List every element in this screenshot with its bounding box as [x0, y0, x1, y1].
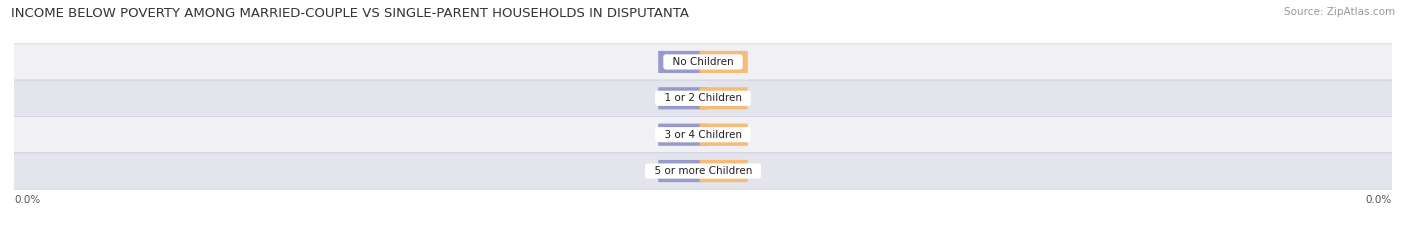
- FancyBboxPatch shape: [700, 51, 748, 73]
- Text: No Children: No Children: [666, 57, 740, 67]
- FancyBboxPatch shape: [700, 160, 748, 182]
- Text: 3 or 4 Children: 3 or 4 Children: [658, 130, 748, 140]
- Text: 0.0%: 0.0%: [14, 195, 41, 206]
- Text: 0.0%: 0.0%: [711, 167, 735, 175]
- Text: 0.0%: 0.0%: [671, 58, 695, 66]
- Text: 0.0%: 0.0%: [671, 94, 695, 103]
- Text: 0.0%: 0.0%: [711, 130, 735, 139]
- FancyBboxPatch shape: [7, 153, 1399, 189]
- FancyBboxPatch shape: [658, 87, 706, 110]
- FancyBboxPatch shape: [658, 123, 706, 146]
- Text: 1 or 2 Children: 1 or 2 Children: [658, 93, 748, 103]
- FancyBboxPatch shape: [658, 160, 706, 182]
- Text: 0.0%: 0.0%: [1365, 195, 1392, 206]
- Text: 0.0%: 0.0%: [711, 94, 735, 103]
- FancyBboxPatch shape: [7, 116, 1399, 153]
- FancyBboxPatch shape: [700, 87, 748, 110]
- FancyBboxPatch shape: [700, 123, 748, 146]
- FancyBboxPatch shape: [7, 44, 1399, 80]
- FancyBboxPatch shape: [7, 80, 1399, 116]
- FancyBboxPatch shape: [658, 51, 706, 73]
- Text: 0.0%: 0.0%: [671, 167, 695, 175]
- Text: INCOME BELOW POVERTY AMONG MARRIED-COUPLE VS SINGLE-PARENT HOUSEHOLDS IN DISPUTA: INCOME BELOW POVERTY AMONG MARRIED-COUPL…: [11, 7, 689, 20]
- Text: 0.0%: 0.0%: [671, 130, 695, 139]
- Text: Source: ZipAtlas.com: Source: ZipAtlas.com: [1284, 7, 1395, 17]
- Text: 0.0%: 0.0%: [711, 58, 735, 66]
- Text: 5 or more Children: 5 or more Children: [648, 166, 758, 176]
